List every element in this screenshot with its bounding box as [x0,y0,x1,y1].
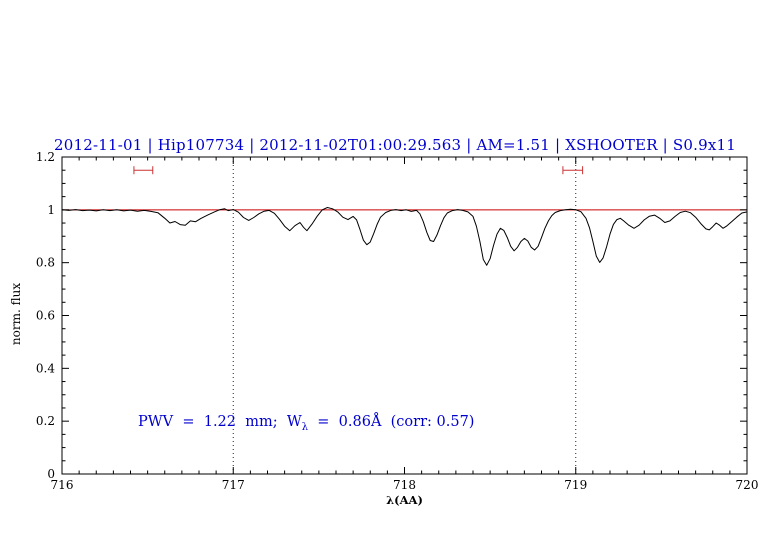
pwv-annotation: PWV = 1.22 mm; Wλ = 0.86Å (corr: 0.57) [138,414,474,433]
y-tick-label: 0.2 [36,414,55,428]
y-tick-label: 0.4 [36,361,55,375]
pwv-annotation-lambda-subscript: λ [301,421,309,433]
pwv-annotation-part2: = 0.86Å (corr: 0.57) [308,414,475,430]
plot-title: 2012-11-01 | Hip107734 | 2012-11-02T01:0… [54,136,736,154]
x-tick-label: 720 [736,478,759,492]
x-tick-label: 716 [51,478,74,492]
y-tick-label: 0 [47,467,55,481]
x-axis-label: λ(AA) [386,493,423,507]
x-tick-label: 717 [222,478,245,492]
y-tick-label: 0.8 [36,256,55,270]
y-tick-label: 0.6 [36,309,55,323]
x-tick-label: 719 [564,478,587,492]
pwv-annotation-part1: PWV = 1.22 mm; W [138,414,302,430]
y-axis-label: norm. flux [9,282,23,346]
spectrum-line [61,207,748,266]
y-tick-label: 1.2 [36,150,55,164]
x-tick-label: 718 [393,478,416,492]
y-tick-label: 1 [47,203,55,217]
